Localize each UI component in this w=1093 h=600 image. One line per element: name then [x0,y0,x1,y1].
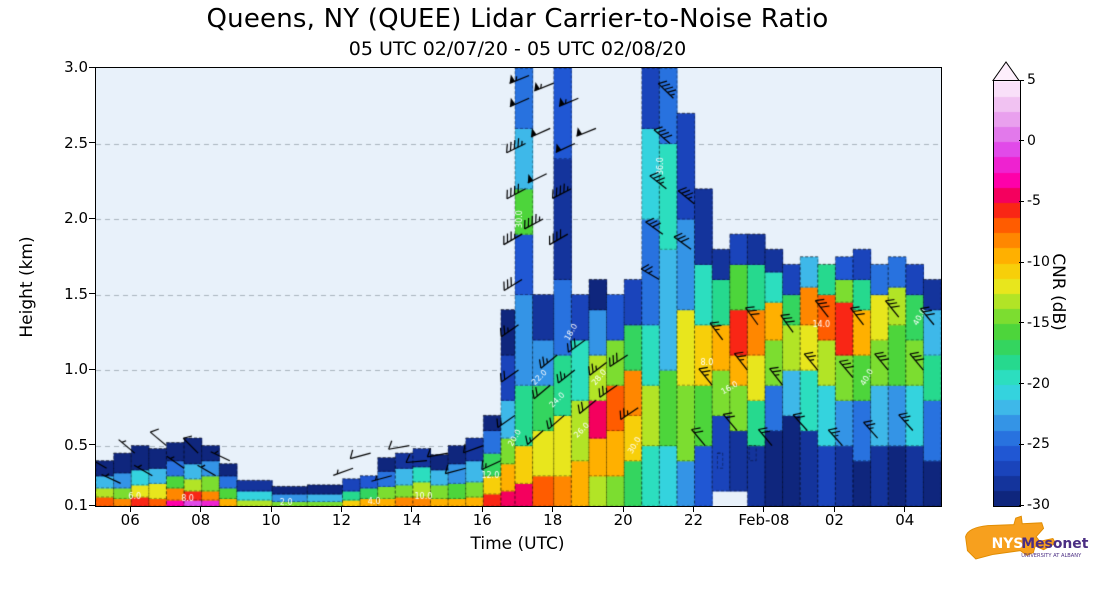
chart-subtitle: 05 UTC 02/07/20 - 05 UTC 02/08/20 [348,38,687,60]
colorbar-tick-label: -30 [1027,497,1050,513]
x-tick-label: 18 [543,511,563,529]
nys-mesonet-logo: NYS Mesonet UNIVERSITY AT ALBANY [965,515,1089,560]
x-tick-mark [622,506,624,512]
x-tick-mark [200,506,202,512]
x-axis-label: Time (UTC) [470,534,565,554]
y-tick-mark [89,217,95,219]
x-tick-label: 22 [683,511,704,529]
y-tick-mark [89,142,95,144]
x-tick-mark [552,506,554,512]
x-tick-label: 02 [824,511,844,529]
x-tick-mark [904,506,906,512]
colorbar-tick-mark [1019,322,1024,324]
y-tick-label: 3.0 [64,58,88,76]
x-tick-label: 20 [613,511,633,529]
x-tick-mark [481,506,483,512]
x-tick-mark [411,506,413,512]
colorbar-tick-label: 5 [1027,72,1036,88]
x-tick-label: 04 [895,511,915,529]
x-tick-mark [340,506,342,512]
y-tick-label: 2.5 [64,133,88,152]
colorbar-tick-mark [1019,443,1024,445]
plot-area [95,67,942,507]
logo-tagline: UNIVERSITY AT ALBANY [1021,553,1082,559]
y-tick-label: 0.1 [64,496,88,514]
y-tick-label: 0.5 [64,435,88,454]
colorbar-extend-arrow [992,61,1020,81]
ny-state-shape [965,515,1057,560]
x-tick-label: Feb-08 [738,511,790,529]
x-tick-label: 12 [331,511,351,529]
x-tick-label: 16 [472,511,492,529]
colorbar-tick-mark [1019,504,1024,506]
colorbar-tick-label: -25 [1027,436,1050,453]
colorbar-tick-label: 0 [1027,132,1036,149]
y-axis-label: Height (km) [17,236,37,338]
y-tick-label: 2.0 [64,209,88,228]
colorbar-tick-label: -10 [1027,254,1050,271]
chart-title: Queens, NY (QUEE) Lidar Carrier-to-Noise… [206,4,829,34]
colorbar-tick-label: -5 [1027,193,1041,210]
colorbar-tick-mark [1019,261,1024,263]
x-tick-label: 08 [191,511,211,529]
y-tick-mark [89,293,95,295]
y-tick-label: 1.0 [64,360,88,379]
colorbar-tick-label: -20 [1027,375,1050,392]
x-tick-mark [763,506,765,512]
colorbar-tick-label: -15 [1027,314,1050,331]
colorbar-tick-mark [1019,140,1024,142]
y-tick-mark [89,368,95,370]
colorbar-label: CNR (dB) [1048,253,1068,331]
logo-text-nys: NYS [992,536,1024,552]
x-tick-mark [833,506,835,512]
y-tick-mark [89,504,95,506]
colorbar-tick-mark [1019,79,1024,81]
y-tick-mark [89,66,95,68]
logo-text-mesonet: Mesonet [1021,536,1088,552]
colorbar [993,80,1021,507]
x-tick-mark [270,506,272,512]
x-tick-label: 14 [402,511,422,529]
y-tick-mark [89,444,95,446]
y-tick-label: 1.5 [64,284,88,303]
x-tick-mark [693,506,695,512]
colorbar-tick-mark [1019,200,1024,202]
colorbar-canvas [994,81,1020,506]
cnr-heatmap-canvas [96,68,941,506]
colorbar-tick-mark [1019,383,1024,385]
x-tick-label: 10 [261,511,281,529]
x-tick-label: 06 [120,511,140,529]
x-tick-mark [129,506,131,512]
